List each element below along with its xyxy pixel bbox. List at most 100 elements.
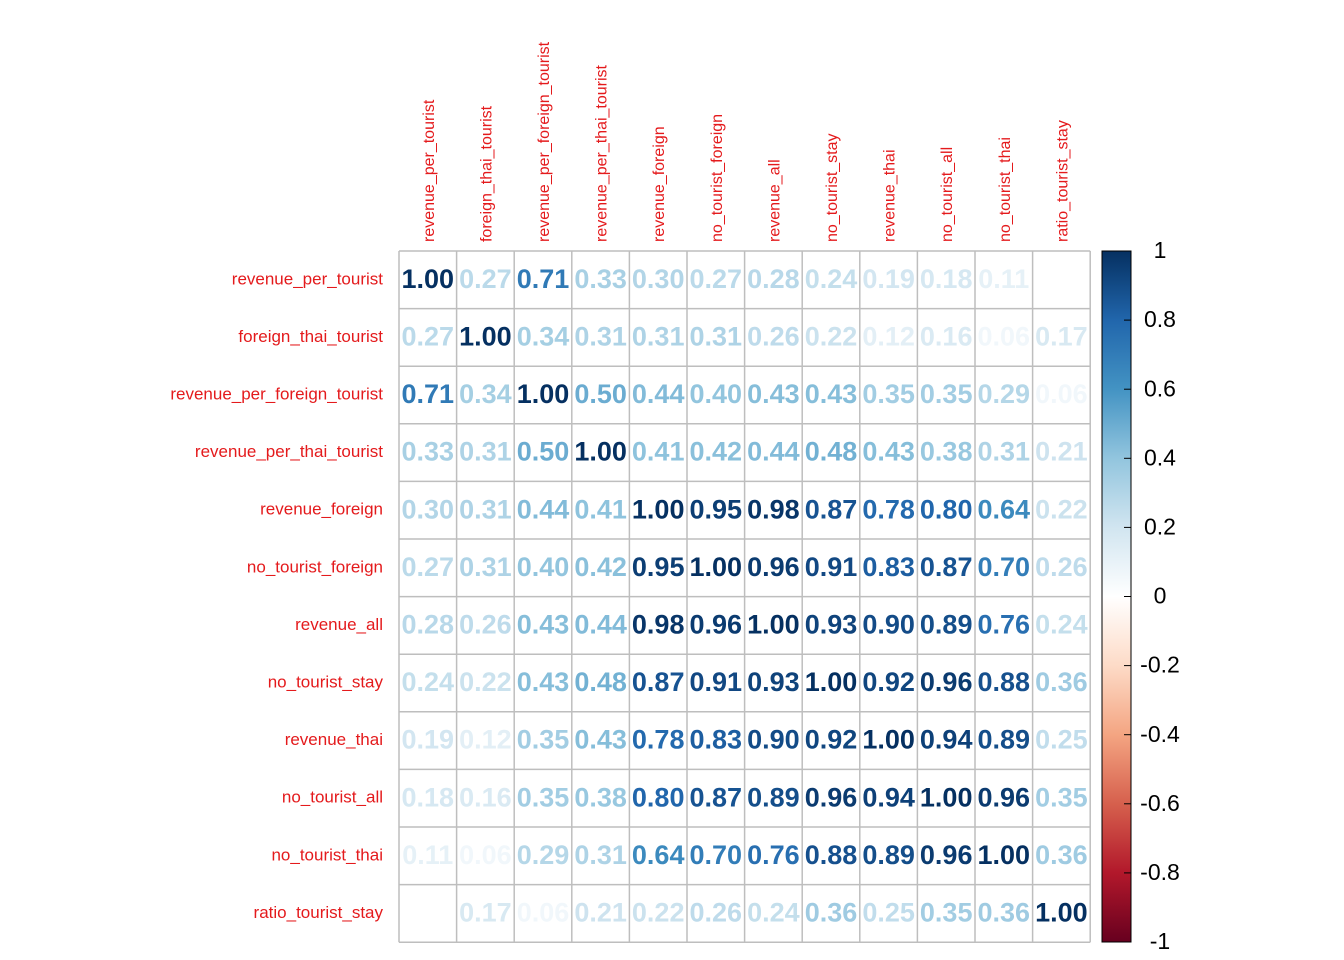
correlation-value: 1.00 (805, 667, 858, 697)
correlation-value: 0.29 (517, 840, 570, 870)
correlation-value: 0.96 (920, 840, 973, 870)
correlation-value: 0.50 (574, 379, 627, 409)
correlation-value: 0.44 (517, 494, 570, 524)
correlation-value: 0.18 (920, 264, 973, 294)
column-label: ratio_tourist_stay (1054, 120, 1071, 242)
correlation-value: 0.71 (517, 264, 570, 294)
correlation-value: 0.43 (747, 379, 800, 409)
correlation-value: 0.87 (920, 552, 973, 582)
column-labels: revenue_per_tourist foreign_thai_tourist r… (421, 41, 1072, 242)
correlation-value: 0.96 (805, 782, 858, 812)
correlation-value: 0.48 (574, 667, 627, 697)
row-label: revenue_per_thai_tourist (195, 442, 383, 461)
correlation-value: 0.31 (459, 494, 512, 524)
correlation-value: 0.98 (747, 494, 800, 524)
correlation-value: 0.80 (920, 494, 973, 524)
column-label: revenue_foreign (651, 126, 668, 242)
correlation-value: 0.43 (862, 437, 915, 467)
correlation-value: 0.12 (862, 322, 915, 352)
row-label: revenue_per_foreign_tourist (170, 384, 383, 403)
correlation-value: 0.16 (459, 782, 512, 812)
column-label: no_tourist_foreign (709, 114, 726, 242)
row-label: foreign_thai_tourist (238, 327, 383, 346)
correlation-value: 0.19 (402, 725, 455, 755)
correlation-value: 0.36 (805, 898, 858, 928)
correlation-value: 0.88 (805, 840, 858, 870)
correlation-value: 0.31 (459, 552, 512, 582)
correlation-value: 0.25 (1035, 725, 1088, 755)
correlation-value: 0.35 (517, 782, 570, 812)
correlation-value: 0.36 (1035, 667, 1088, 697)
correlation-value: 0.19 (862, 264, 915, 294)
row-label: revenue_thai (285, 730, 383, 749)
correlation-value: 0.64 (632, 840, 685, 870)
correlation-value: 0.92 (805, 725, 858, 755)
correlation-value: 0.22 (632, 898, 685, 928)
correlation-value: 0.36 (1035, 840, 1088, 870)
correlation-value: 0.71 (402, 379, 455, 409)
correlation-value: 0.35 (920, 898, 973, 928)
correlation-value: 0.89 (978, 725, 1031, 755)
correlation-value: 0.80 (632, 782, 685, 812)
correlation-value: 0.50 (517, 437, 570, 467)
legend-tick-label: -0.8 (1140, 859, 1180, 885)
correlation-value: 0.31 (690, 322, 743, 352)
correlation-value: 0.16 (920, 322, 973, 352)
correlation-value: 0.24 (747, 898, 800, 928)
correlation-value: 0.96 (920, 667, 973, 697)
correlation-value: 0.35 (1035, 782, 1088, 812)
legend-tick-label: 0 (1154, 583, 1167, 609)
correlation-value: 0.87 (632, 667, 685, 697)
correlation-value: 0.35 (862, 379, 915, 409)
column-label: revenue_per_tourist (421, 99, 438, 242)
correlation-value: 0.35 (920, 379, 973, 409)
correlation-value: 0.28 (402, 610, 455, 640)
correlation-value: 0.96 (978, 782, 1031, 812)
correlation-value: 0.41 (574, 494, 627, 524)
correlation-value: 1.00 (920, 782, 973, 812)
correlation-value: 0.95 (690, 494, 743, 524)
correlation-value: 0.25 (862, 898, 915, 928)
correlation-value: 0.31 (459, 437, 512, 467)
legend-tick-label: -0.2 (1140, 652, 1180, 678)
correlation-value: 0.89 (747, 782, 800, 812)
correlation-value: 1.00 (747, 610, 800, 640)
legend-tick-label: 0.2 (1144, 513, 1176, 539)
correlation-value: 0.30 (402, 494, 455, 524)
legend-tick-label: -0.4 (1140, 721, 1180, 747)
correlation-value: 0.44 (747, 437, 800, 467)
correlation-value: 0.43 (574, 725, 627, 755)
correlation-value: 0.06 (1035, 379, 1088, 409)
correlation-value: 0.38 (920, 437, 973, 467)
correlation-value: 0.24 (1035, 610, 1088, 640)
column-label: revenue_thai (882, 149, 899, 242)
correlation-value: 1.00 (1035, 898, 1088, 928)
correlation-value: 0.64 (978, 494, 1031, 524)
correlation-value: 0.34 (517, 322, 570, 352)
legend-tick-label: 0.4 (1144, 444, 1176, 470)
correlation-value: 0.98 (632, 610, 685, 640)
column-label: revenue_per_foreign_tourist (536, 41, 553, 242)
correlation-value: 1.00 (459, 322, 512, 352)
correlation-value: 0.06 (978, 322, 1031, 352)
correlation-value: 0.12 (459, 725, 512, 755)
row-label: no_tourist_thai (271, 845, 383, 864)
correlation-value: 0.87 (690, 782, 743, 812)
correlation-value: 0.89 (862, 840, 915, 870)
matrix-grid (398, 250, 1091, 943)
row-label: no_tourist_all (282, 788, 383, 807)
correlation-value: 0.95 (632, 552, 685, 582)
correlation-value: 0.91 (690, 667, 743, 697)
row-label: no_tourist_foreign (247, 557, 383, 576)
correlation-value: 0.87 (805, 494, 858, 524)
correlation-value: 0.96 (747, 552, 800, 582)
correlation-value: 0.22 (1035, 494, 1088, 524)
correlation-value: 0.11 (978, 264, 1029, 294)
correlation-value: 0.38 (574, 782, 627, 812)
row-label: ratio_tourist_stay (254, 903, 384, 922)
correlation-value: 0.33 (574, 264, 627, 294)
correlation-value: 0.76 (747, 840, 800, 870)
correlation-value: 0.06 (517, 898, 570, 928)
correlation-value: 0.48 (805, 437, 858, 467)
correlation-value: 0.43 (517, 610, 570, 640)
